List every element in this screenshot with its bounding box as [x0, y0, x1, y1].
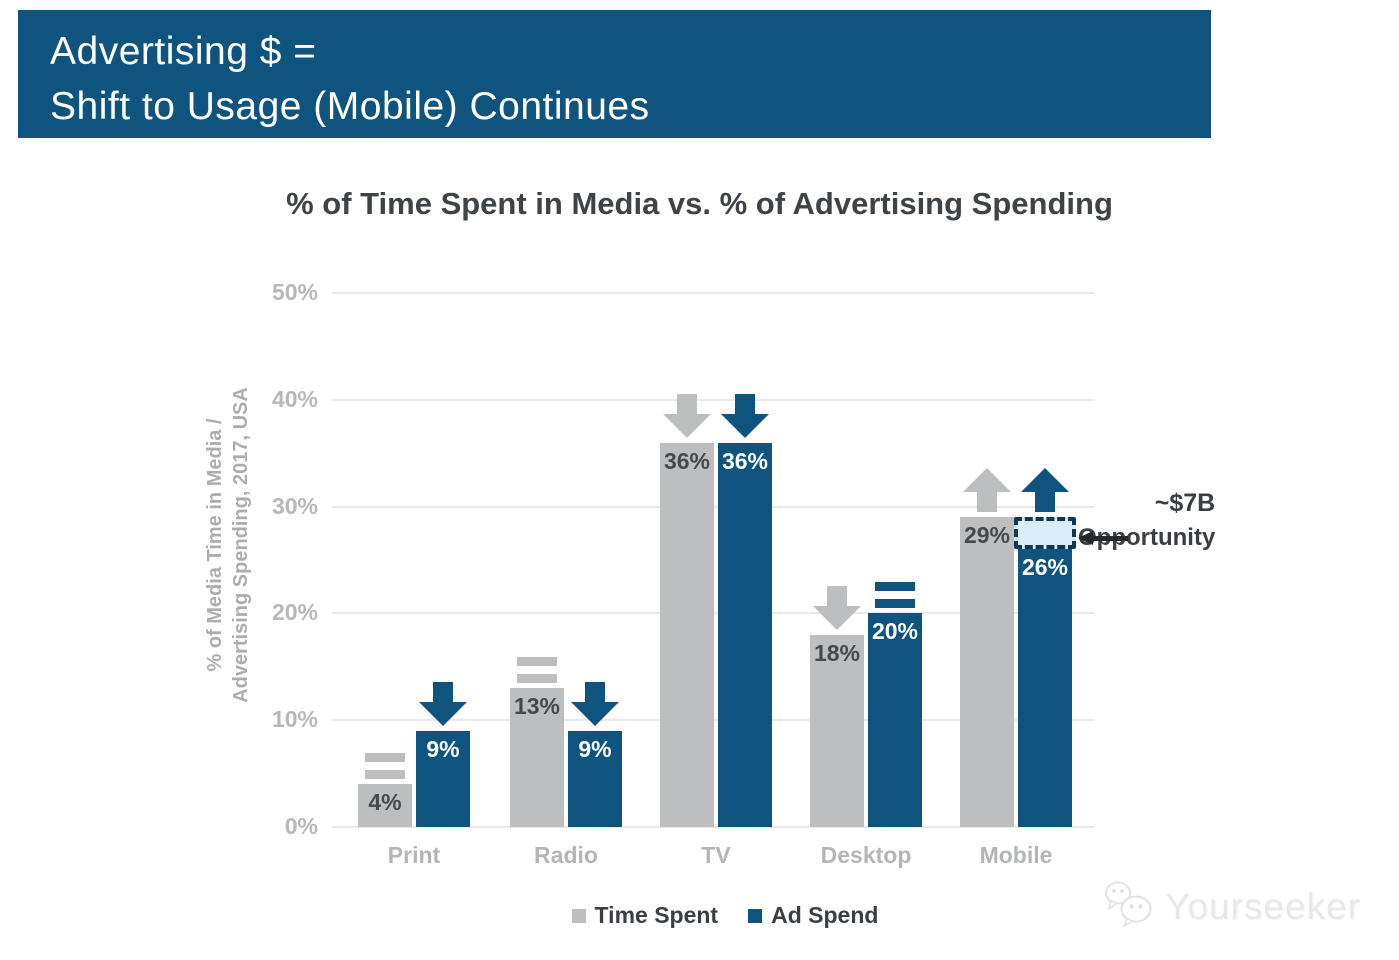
x-axis-label-print: Print — [387, 842, 441, 868]
header-banner: Advertising $ = Shift to Usage (Mobile) … — [18, 10, 1211, 138]
y-tick-label: 30% — [271, 492, 318, 519]
bar-value-label: 20% — [871, 618, 919, 645]
y-tick-label: 0% — [284, 813, 318, 839]
x-axis-label-radio: Radio — [534, 842, 598, 868]
bar-value-label: 29% — [963, 522, 1011, 549]
chart-legend: Time Spent Ad Spend — [0, 902, 1399, 929]
gridline-50% — [332, 292, 1095, 294]
x-axis-label-mobile: Mobile — [979, 842, 1053, 868]
bar-value-label: 36% — [663, 447, 711, 474]
y-tick-label: 50% — [271, 279, 318, 305]
down-trend-icon — [419, 681, 467, 726]
x-axis-label-tv: TV — [701, 842, 731, 868]
equal-trend-icon — [365, 753, 405, 780]
up-trend-icon — [1021, 468, 1069, 513]
bar-desktop-time-spent — [810, 634, 864, 827]
y-axis-label-line2: Advertising Spending, 2017, USA — [230, 387, 252, 703]
legend-label: Time Spent — [594, 902, 719, 928]
gridline-0% — [332, 826, 1095, 828]
header-title-line1: Advertising $ = — [50, 30, 317, 73]
header-title-line2: Shift to Usage (Mobile) Continues — [50, 85, 650, 128]
bar-value-label: 18% — [813, 639, 861, 666]
down-trend-icon — [721, 393, 769, 438]
down-trend-icon — [663, 393, 711, 438]
bar-value-label: 36% — [721, 447, 769, 474]
bar-radio-ad-spend — [568, 730, 622, 827]
bar-tv-time-spent — [660, 442, 714, 827]
y-tick-label: 40% — [271, 385, 318, 412]
equal-trend-icon — [517, 657, 557, 684]
bar-mobile-time-spent — [960, 517, 1014, 827]
up-trend-icon — [963, 468, 1011, 513]
legend-item-ad-spend: Ad Spend — [748, 902, 878, 929]
down-trend-icon — [813, 585, 861, 630]
opportunity-annotation: Opportunity — [1078, 524, 1215, 552]
y-axis-label-line1: % of Media Time in Media / — [204, 418, 226, 672]
x-axis-label-desktop: Desktop — [820, 842, 912, 868]
y-tick-label: 10% — [271, 706, 318, 733]
watermark-text: Yourseeker — [1165, 885, 1361, 927]
opportunity-gap-box — [1014, 517, 1076, 550]
opportunity-annotation-value: ~$7B — [1154, 489, 1216, 517]
legend-swatch-icon — [748, 908, 763, 923]
gridline-40% — [332, 398, 1095, 401]
bar-value-label: 4% — [368, 789, 402, 816]
bar-value-label: 26% — [1021, 554, 1069, 581]
y-tick-label: 20% — [271, 599, 318, 626]
y-axis-label: % of Media Time in Media / Advertising S… — [202, 387, 254, 703]
bar-value-label: 9% — [578, 735, 612, 762]
left-arrow-icon — [1078, 530, 1128, 546]
bar-mobile-ad-spend — [1018, 549, 1072, 827]
bar-radio-time-spent — [510, 688, 564, 827]
legend-item-time-spent: Time Spent — [571, 902, 719, 929]
chart-title: % of Time Spent in Media vs. % of Advert… — [286, 186, 1113, 221]
watermark: Yourseeker — [1103, 880, 1361, 933]
down-trend-icon — [571, 681, 619, 726]
legend-swatch-icon — [571, 908, 586, 923]
bar-print-time-spent — [358, 784, 412, 827]
bar-desktop-ad-spend — [868, 613, 922, 827]
bar-value-label: 9% — [426, 735, 460, 762]
bar-value-label: 13% — [513, 693, 561, 720]
legend-label: Ad Spend — [771, 902, 879, 928]
chat-bubbles-icon — [1103, 880, 1157, 933]
equal-trend-icon — [875, 582, 915, 609]
bar-tv-ad-spend — [718, 442, 772, 827]
bar-print-ad-spend — [416, 730, 470, 827]
